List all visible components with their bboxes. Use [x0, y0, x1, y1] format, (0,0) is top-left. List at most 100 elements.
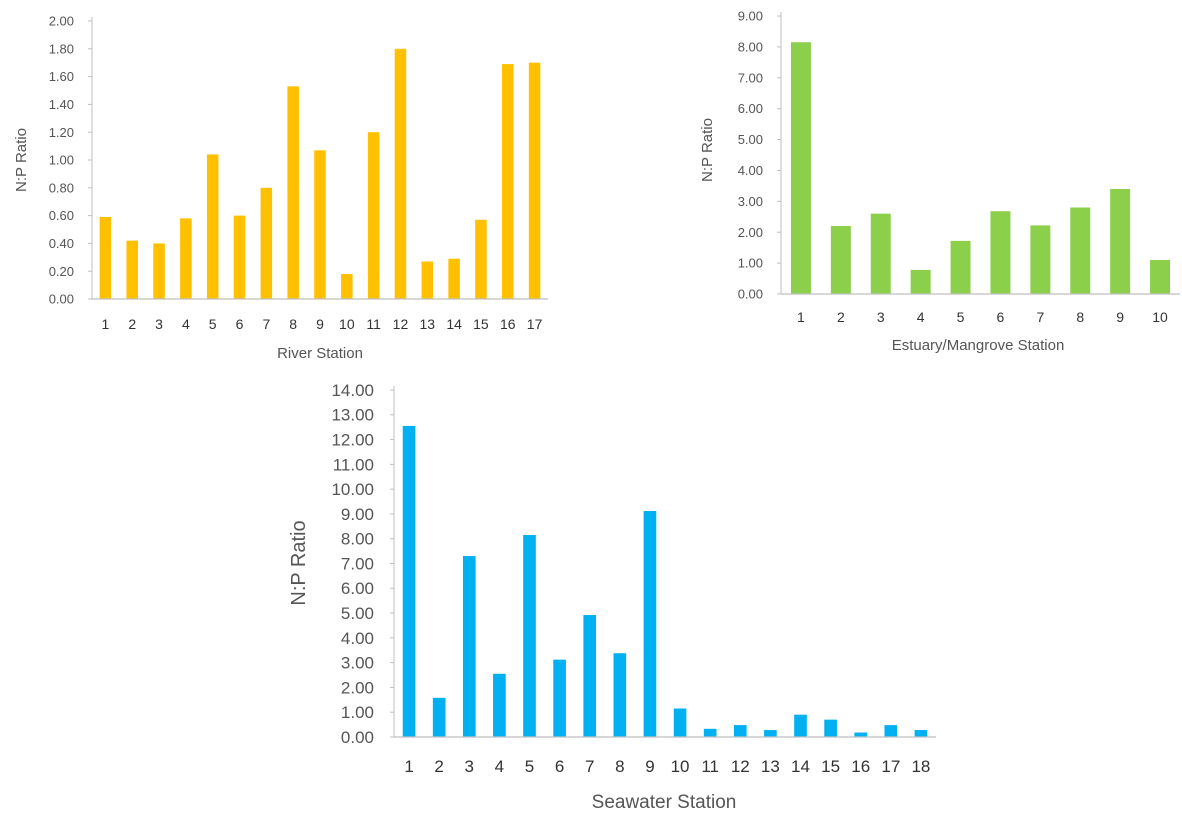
river-x-tick-label: 6 — [236, 316, 244, 332]
river-bar-11 — [367, 132, 380, 299]
estuary-x-tick-label: 6 — [997, 309, 1005, 325]
river-bar-7 — [260, 187, 273, 299]
seawater-bar-3 — [462, 556, 476, 737]
river-y-tick-label: 1.20 — [49, 125, 74, 140]
seawater-bar-7 — [583, 615, 597, 737]
seawater-bar-6 — [553, 659, 566, 737]
estuary-x-tick-label: 3 — [877, 309, 885, 325]
river-bar-12 — [394, 48, 407, 299]
seawater-bar-11 — [703, 728, 717, 737]
estuary-bar-6 — [990, 211, 1011, 294]
seawater-y-axis-label: N:P Ratio — [288, 520, 310, 605]
river-y-tick-label: 2.00 — [49, 14, 74, 29]
seawater-y-tick-label: 1.00 — [341, 703, 374, 722]
estuary-y-tick-label: 4.00 — [738, 163, 763, 178]
river-x-tick-label: 10 — [339, 316, 355, 332]
estuary-y-axis-label: N:P Ratio — [699, 118, 716, 182]
river-x-tick-label: 17 — [527, 316, 543, 332]
estuary-y-tick-label: 8.00 — [738, 39, 763, 54]
seawater-bar-18 — [914, 730, 928, 737]
seawater-chart: N:P Ratio Seawater Station 0.00 1.00 2.00 3… — [288, 381, 936, 813]
estuary-bar-9 — [1110, 188, 1131, 294]
estuary-x-tick-label: 2 — [837, 309, 845, 325]
river-bar-6 — [233, 215, 246, 299]
seawater-y-tick-label: 11.00 — [333, 455, 374, 474]
seawater-x-tick-label: 8 — [615, 757, 624, 776]
river-bar-5 — [206, 154, 219, 299]
estuary-x-axis-label: Estuary/Mangrove Station — [892, 337, 1065, 354]
river-x-tick-label: 12 — [393, 316, 409, 332]
estuary-y-tick-label: 6.00 — [738, 101, 763, 116]
river-y-tick-label: 0.40 — [49, 236, 74, 251]
river-bar-2 — [126, 240, 139, 299]
seawater-y-tick-label: 7.00 — [341, 554, 374, 573]
seawater-bar-14 — [794, 714, 807, 737]
river-y-tick-label: 0.20 — [49, 264, 74, 279]
seawater-bar-9 — [643, 510, 657, 737]
river-x-tick-label: 5 — [209, 316, 217, 332]
seawater-x-tick-label: 18 — [911, 757, 930, 776]
seawater-bar-12 — [733, 725, 747, 737]
seawater-bar-2 — [432, 697, 446, 737]
river-y-tick-label: 0.00 — [49, 292, 74, 307]
seawater-bar-10 — [673, 708, 687, 737]
seawater-x-tick-label: 11 — [701, 757, 719, 776]
river-bar-8 — [287, 86, 299, 299]
seawater-x-tick-label: 15 — [821, 757, 840, 776]
estuary-x-tick-label: 8 — [1076, 309, 1084, 325]
seawater-y-tick-label: 13.00 — [331, 406, 374, 425]
seawater-y-tick-label: 6.00 — [341, 579, 374, 598]
seawater-y-tick-label: 3.00 — [341, 654, 374, 673]
estuary-y-tick-label: 5.00 — [738, 132, 763, 147]
estuary-x-tick-label: 4 — [917, 309, 925, 325]
estuary-y-tick-label: 0.00 — [738, 287, 763, 302]
river-x-tick-label: 7 — [262, 316, 270, 332]
seawater-bar-16 — [854, 732, 868, 737]
estuary-bar-2 — [830, 226, 851, 294]
estuary-y-tick-label: 9.00 — [738, 9, 763, 24]
estuary-y-tick-label: 3.00 — [738, 194, 763, 209]
seawater-bar-15 — [824, 719, 837, 737]
seawater-x-tick-label: 9 — [645, 757, 654, 776]
estuary-bar-10 — [1150, 260, 1171, 294]
estuary-y-tick-label: 2.00 — [738, 225, 763, 240]
estuary-chart: N:P Ratio Estuary/Mangrove Station 0.00 1… — [699, 9, 1180, 354]
river-x-tick-label: 16 — [500, 316, 516, 332]
river-y-tick-label: 0.80 — [49, 180, 74, 195]
seawater-bar-8 — [613, 653, 627, 737]
river-y-axis-label: N:P Ratio — [13, 128, 30, 192]
river-x-tick-label: 3 — [155, 316, 163, 332]
river-x-tick-label: 11 — [366, 316, 381, 332]
seawater-y-tick-label: 12.00 — [331, 431, 374, 450]
river-bar-17 — [528, 62, 541, 300]
estuary-x-tick-label: 7 — [1036, 309, 1044, 325]
seawater-y-tick-label: 8.00 — [341, 530, 374, 549]
seawater-x-tick-label: 17 — [881, 757, 900, 776]
seawater-x-tick-label: 14 — [791, 757, 810, 776]
river-bar-4 — [180, 218, 192, 299]
river-chart: N:P Ratio River Station 0.00 0.20 0.40 0.60… — [13, 14, 548, 362]
seawater-x-tick-label: 1 — [404, 757, 413, 776]
estuary-x-tick-label: 10 — [1152, 309, 1168, 325]
estuary-bar-4 — [910, 269, 931, 294]
seawater-x-tick-label: 12 — [731, 757, 750, 776]
seawater-x-tick-label: 2 — [434, 757, 443, 776]
seawater-x-tick-label: 6 — [555, 757, 564, 776]
seawater-x-tick-label: 3 — [465, 757, 474, 776]
river-y-tick-label: 0.60 — [49, 208, 74, 223]
river-x-tick-label: 14 — [446, 316, 462, 332]
seawater-bar-13 — [764, 730, 777, 737]
seawater-y-tick-label: 2.00 — [341, 678, 374, 697]
seawater-x-tick-label: 16 — [851, 757, 870, 776]
seawater-x-tick-label: 5 — [525, 757, 534, 776]
river-x-tick-label: 8 — [289, 316, 297, 332]
river-bar-14 — [448, 258, 460, 299]
river-y-tick-label: 1.40 — [49, 97, 74, 112]
seawater-bar-17 — [884, 725, 898, 737]
river-x-axis-label: River Station — [277, 345, 363, 362]
river-bar-15 — [475, 219, 487, 299]
estuary-bar-8 — [1070, 207, 1091, 294]
seawater-bar-5 — [523, 534, 536, 737]
seawater-bar-1 — [402, 425, 416, 737]
